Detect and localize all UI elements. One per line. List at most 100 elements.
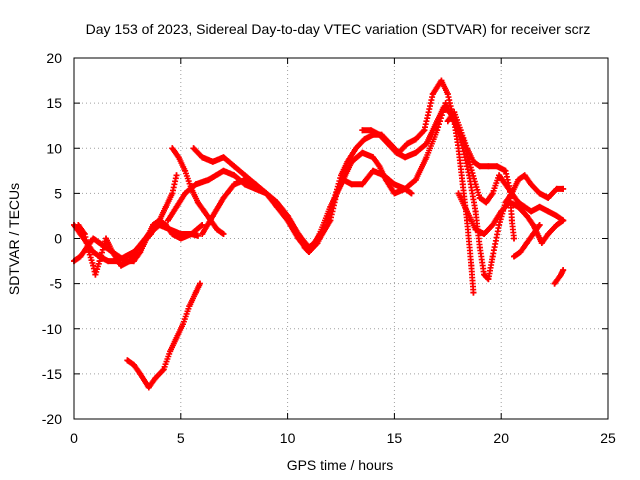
data-point [338, 181, 344, 188]
series-track-c [75, 221, 201, 278]
data-point [90, 262, 97, 269]
data-point [316, 230, 323, 237]
data-point [263, 190, 270, 197]
data-point [96, 240, 103, 247]
data-point [423, 140, 430, 147]
data-point [145, 230, 152, 237]
data-point [167, 226, 174, 233]
data-point [429, 91, 436, 98]
data-point [186, 303, 193, 310]
series-track-i [444, 109, 518, 242]
data-point [126, 258, 133, 265]
data-point [109, 249, 116, 256]
data-point [92, 271, 99, 278]
data-point [370, 154, 377, 161]
data-point [376, 131, 383, 138]
data-point [412, 149, 419, 156]
data-point [560, 185, 567, 192]
y-tick-label: 10 [46, 140, 62, 156]
data-point [156, 221, 163, 228]
data-point [173, 172, 180, 179]
data-point [493, 163, 500, 170]
data-point [359, 149, 366, 156]
data-point [481, 230, 488, 237]
data-point [359, 127, 366, 134]
data-point [408, 190, 415, 197]
data-point [442, 100, 449, 107]
data-point [455, 190, 462, 197]
data-point [295, 235, 302, 242]
data-point [517, 249, 524, 256]
data-point [528, 181, 535, 188]
data-point [553, 212, 560, 219]
data-point [489, 221, 496, 228]
data-point [384, 140, 391, 147]
data-point [252, 181, 259, 188]
data-point [199, 154, 206, 161]
data-point [124, 357, 131, 364]
data-point [382, 176, 389, 183]
data-point [468, 262, 475, 269]
data-point [177, 230, 184, 237]
data-point [169, 190, 176, 197]
data-point [205, 176, 212, 183]
data-point [173, 334, 180, 341]
data-point [188, 230, 195, 237]
data-point [472, 226, 479, 233]
data-point [209, 158, 216, 165]
data-point [81, 230, 88, 237]
y-axis-label: SDTVAR / TECUs [6, 183, 22, 295]
data-point [538, 240, 545, 247]
chart-title: Day 153 of 2023, Sidereal Day-to-day VTE… [86, 21, 591, 37]
data-point [412, 136, 419, 143]
data-point [284, 217, 291, 224]
data-point [511, 253, 518, 260]
data-point [190, 145, 197, 152]
data-point [173, 203, 180, 210]
data-point [464, 208, 471, 215]
data-point [162, 203, 169, 210]
data-point [231, 163, 238, 170]
data-point [530, 230, 537, 237]
series-track-k [511, 221, 543, 260]
data-point [489, 190, 496, 197]
data-point [412, 176, 419, 183]
plot-frame [73, 57, 609, 420]
data-point [423, 154, 430, 161]
data-point [199, 230, 206, 237]
x-tick-label: 10 [280, 430, 296, 446]
data-point [483, 199, 490, 206]
data-point [361, 136, 368, 143]
data-point [130, 361, 137, 368]
data-point [502, 167, 509, 174]
data-point [182, 167, 189, 174]
axis-ticks: 0 5 10 15 20 25 -20 -15 -10 -5 0 5 10 15 20 [42, 50, 616, 446]
data-point [77, 253, 84, 260]
data-point [536, 203, 543, 210]
data-point [508, 217, 515, 224]
data-point [496, 172, 503, 179]
y-tick-label: -10 [42, 321, 62, 337]
data-point [521, 203, 528, 210]
data-point [489, 253, 496, 260]
data-point [402, 154, 409, 161]
data-point [536, 221, 543, 228]
data-point [459, 181, 466, 188]
data-point [231, 181, 238, 188]
data-point [498, 208, 505, 215]
data-point [370, 167, 377, 174]
data-point [515, 203, 522, 210]
data-point [145, 384, 152, 391]
grid-lines [74, 58, 608, 419]
data-point [209, 212, 216, 219]
data-point [402, 185, 409, 192]
data-point [197, 280, 204, 287]
data-point [220, 154, 227, 161]
data-point [391, 181, 398, 188]
data-point [367, 127, 374, 134]
data-point [481, 271, 488, 278]
data-point [472, 208, 479, 215]
y-tick-label: -15 [42, 366, 62, 382]
data-point [152, 375, 159, 382]
data-point [434, 118, 441, 125]
